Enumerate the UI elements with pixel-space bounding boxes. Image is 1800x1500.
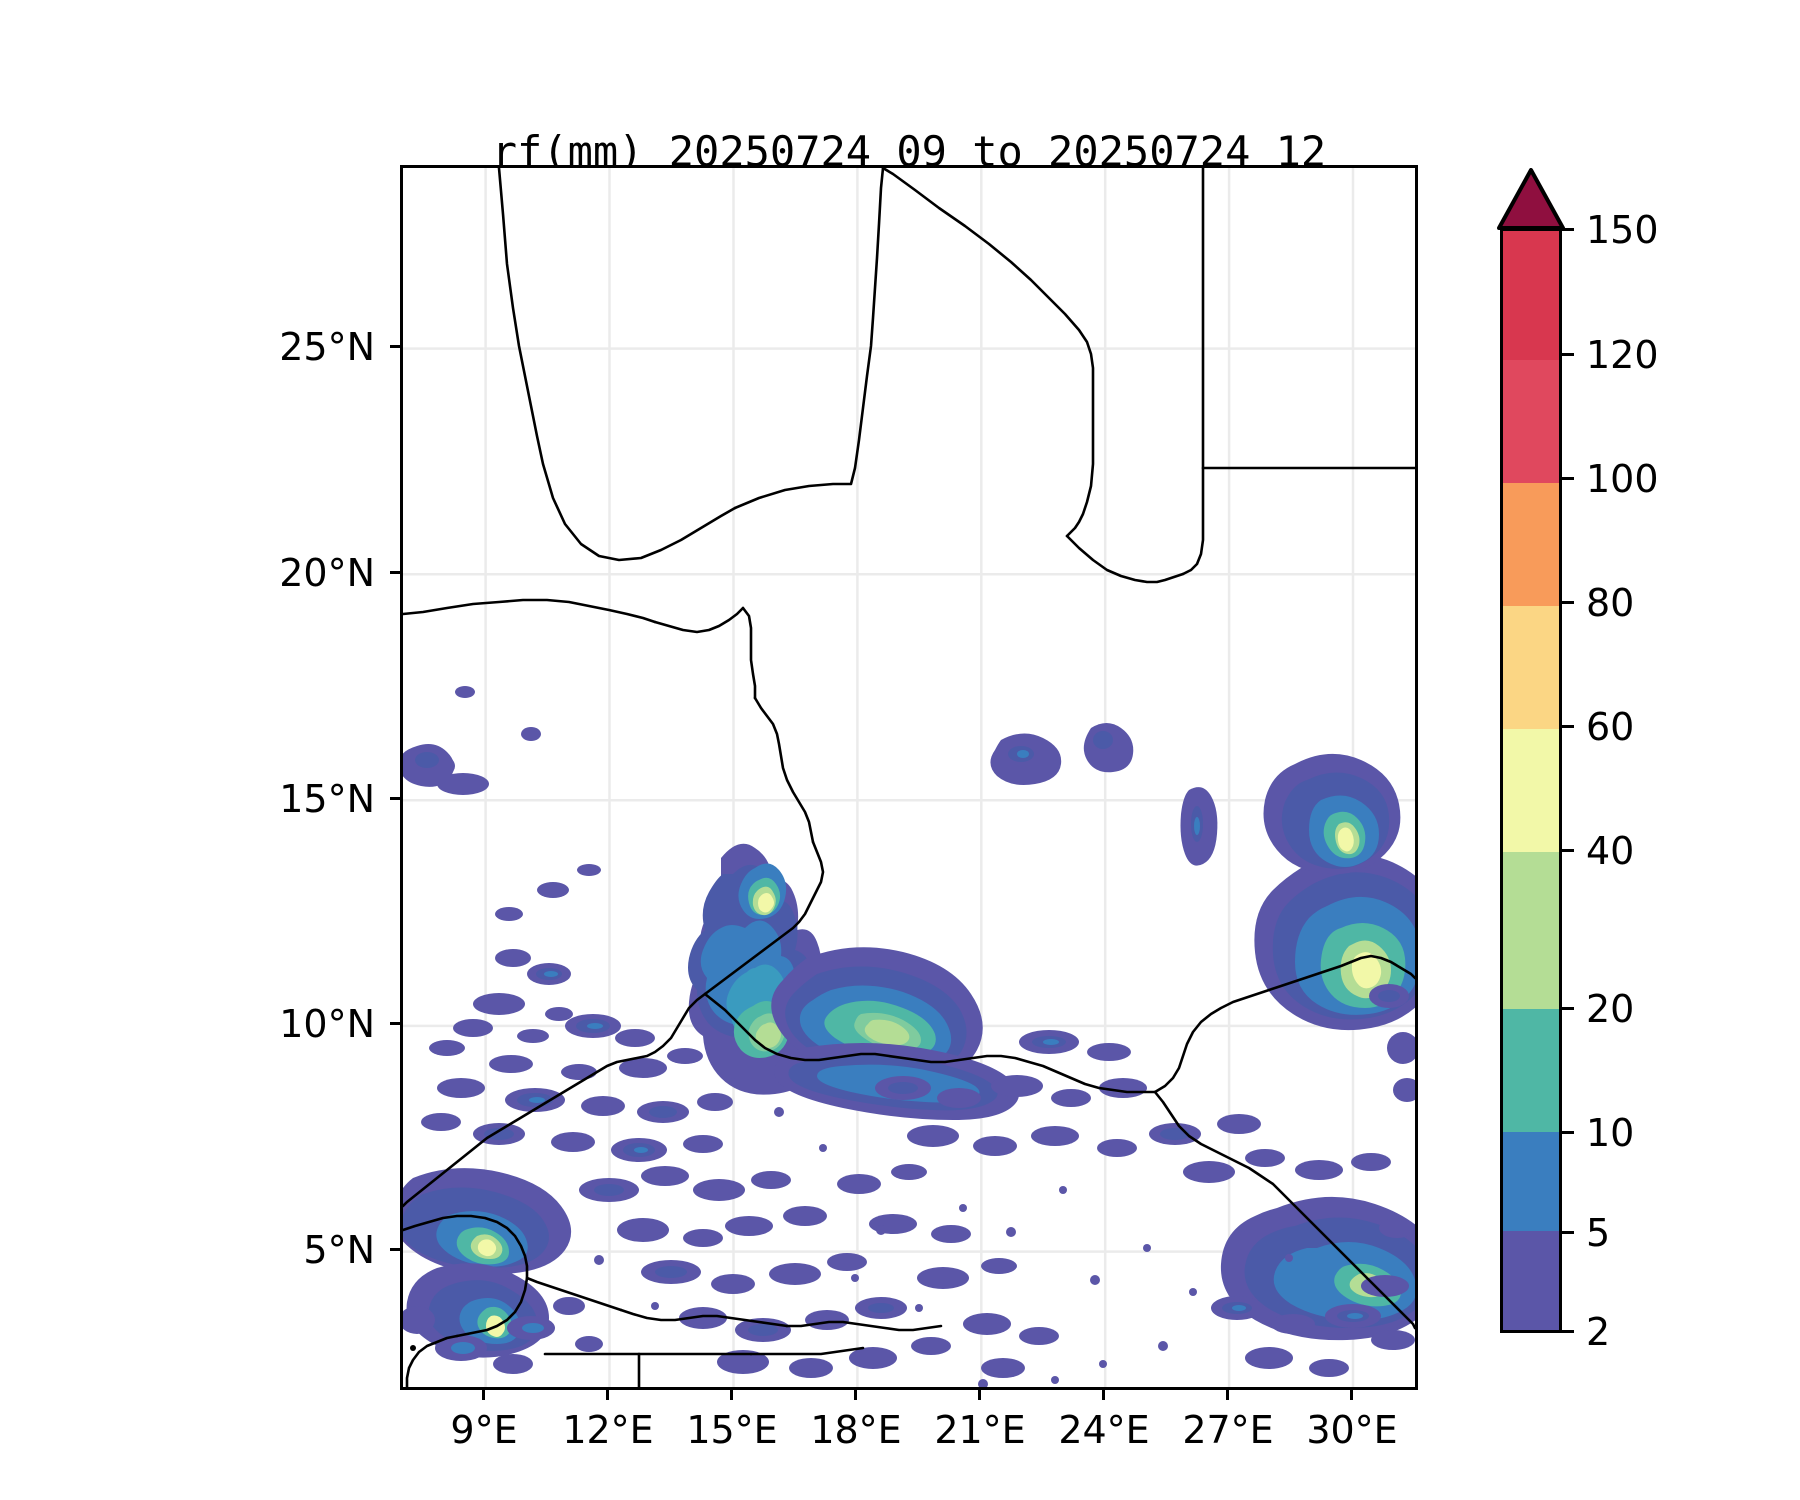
xtick-label-9E: 9°E: [450, 1408, 518, 1452]
colorbar-band-5-10: [1503, 1132, 1559, 1232]
precipitation-field: [403, 686, 1415, 1387]
ytick-label-5N: 5°N: [303, 1228, 375, 1272]
ytick-label-10N: 10°N: [279, 1002, 375, 1046]
colorbar-tick-mark-150: [1562, 228, 1574, 231]
ytick-mark-5N: [390, 1248, 400, 1251]
xtick-mark-12E: [606, 1390, 609, 1400]
colorbar-tick-mark-2: [1562, 1330, 1574, 1333]
ytick-mark-20N: [390, 571, 400, 574]
colorbar-band-2-5: [1503, 1231, 1559, 1330]
colorbar-tick-mark-100: [1562, 477, 1574, 480]
colorbar-band-40-60: [1503, 728, 1559, 852]
ytick-mark-10N: [390, 1022, 400, 1025]
colorbar-band-10-20: [1503, 1009, 1559, 1133]
ytick-label-20N: 20°N: [279, 551, 375, 595]
colorbar-band-80-100: [1503, 482, 1559, 606]
colorbar-tick-label-40: 40: [1586, 829, 1635, 873]
colorbar-tick-label-150: 150: [1586, 208, 1659, 252]
colorbar-tick-label-100: 100: [1586, 457, 1659, 501]
xtick-label-12E: 12°E: [562, 1408, 654, 1452]
colorbar-band-120-150: [1503, 231, 1559, 360]
colorbar-extend-max-arrow: [1497, 168, 1565, 230]
colorbar-tick-label-60: 60: [1586, 705, 1635, 749]
ytick-label-25N: 25°N: [279, 325, 375, 369]
colorbar-tick-mark-60: [1562, 725, 1574, 728]
xtick-label-24E: 24°E: [1058, 1408, 1150, 1452]
colorbar-tick-label-10: 10: [1586, 1111, 1635, 1155]
colorbar-tick-label-20: 20: [1586, 987, 1635, 1031]
xtick-mark-15E: [730, 1390, 733, 1400]
xtick-mark-27E: [1226, 1390, 1229, 1400]
colorbar-tick-label-2: 2: [1586, 1310, 1611, 1354]
map-clip: [403, 168, 1415, 1387]
xtick-mark-30E: [1350, 1390, 1353, 1400]
colorbar-tick-label-5: 5: [1586, 1211, 1611, 1255]
xtick-mark-9E: [482, 1390, 485, 1400]
colorbar-band-100-120: [1503, 359, 1559, 483]
xtick-mark-21E: [978, 1390, 981, 1400]
colorbar-tick-label-80: 80: [1586, 581, 1635, 625]
xtick-label-27E: 27°E: [1182, 1408, 1274, 1452]
xtick-label-30E: 30°E: [1306, 1408, 1398, 1452]
xtick-label-15E: 15°E: [686, 1408, 778, 1452]
precipitation-map: [403, 168, 1415, 1387]
xtick-label-18E: 18°E: [810, 1408, 902, 1452]
colorbar-tick-mark-10: [1562, 1131, 1574, 1134]
ytick-label-15N: 15°N: [279, 777, 375, 821]
ytick-mark-25N: [390, 345, 400, 348]
colorbar-tick-mark-80: [1562, 601, 1574, 604]
xtick-mark-24E: [1102, 1390, 1105, 1400]
colorbar[interactable]: 2 5 10 20 40 60 80 100 120 150: [1497, 168, 1659, 1354]
colorbar-tick-mark-40: [1562, 849, 1574, 852]
ytick-mark-15N: [390, 797, 400, 800]
colorbar-bands: [1500, 228, 1562, 1333]
country-borders: [403, 168, 1415, 1387]
xtick-label-21E: 21°E: [934, 1408, 1026, 1452]
colorbar-band-60-80: [1503, 605, 1559, 729]
map-axes[interactable]: [400, 165, 1418, 1390]
colorbar-band-20-40: [1503, 851, 1559, 1010]
colorbar-tick-mark-5: [1562, 1231, 1574, 1234]
colorbar-tick-label-120: 120: [1586, 333, 1659, 377]
colorbar-tick-mark-20: [1562, 1007, 1574, 1010]
colorbar-tick-mark-120: [1562, 353, 1574, 356]
xtick-mark-18E: [854, 1390, 857, 1400]
